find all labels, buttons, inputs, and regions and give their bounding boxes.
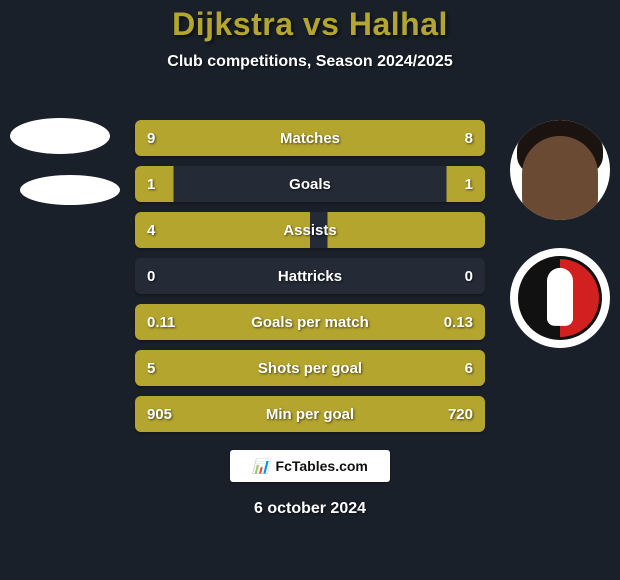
page-subtitle: Club competitions, Season 2024/2025 — [0, 53, 620, 71]
branding-text: FcTables.com — [276, 458, 368, 474]
stat-label: Hattricks — [135, 268, 485, 285]
stat-left-value: 0.11 — [147, 314, 175, 331]
stat-row: 5Shots per goal6 — [135, 350, 485, 386]
stat-row: 0.11Goals per match0.13 — [135, 304, 485, 340]
stat-right-value: 1 — [465, 176, 473, 193]
stat-label: Goals — [135, 176, 485, 193]
player-right-club-badge — [510, 248, 610, 348]
stat-label: Assists — [135, 222, 485, 239]
club-badge-icon — [518, 256, 602, 340]
page-title: Dijkstra vs Halhal — [0, 0, 620, 43]
player-left-avatar-placeholder-2 — [20, 175, 120, 205]
stat-row: 4Assists — [135, 212, 485, 248]
stat-label: Goals per match — [135, 314, 485, 331]
stat-label: Matches — [135, 130, 485, 147]
branding-chart-icon: 📊 — [252, 458, 269, 475]
stat-left-value: 5 — [147, 360, 155, 377]
stat-left-value: 4 — [147, 222, 155, 239]
date-text: 6 october 2024 — [0, 500, 620, 518]
stat-left-value: 0 — [147, 268, 155, 285]
stat-right-value: 720 — [448, 406, 473, 423]
stat-left-value: 1 — [147, 176, 155, 193]
stat-row: 0Hattricks0 — [135, 258, 485, 294]
stat-label: Shots per goal — [135, 360, 485, 377]
player-left-avatar-placeholder-1 — [10, 118, 110, 154]
branding-badge: 📊 FcTables.com — [230, 450, 390, 482]
stat-row: 905Min per goal720 — [135, 396, 485, 432]
stat-left-value: 9 — [147, 130, 155, 147]
stat-right-value: 6 — [465, 360, 473, 377]
stat-right-value: 8 — [465, 130, 473, 147]
stat-right-value: 0 — [465, 268, 473, 285]
comparison-infographic: Dijkstra vs Halhal Club competitions, Se… — [0, 0, 620, 580]
stat-left-value: 905 — [147, 406, 172, 423]
player-right-avatar — [510, 120, 610, 220]
stat-right-value: 0.13 — [444, 314, 473, 331]
stat-row: 9Matches8 — [135, 120, 485, 156]
stat-label: Min per goal — [135, 406, 485, 423]
avatar-face — [522, 136, 598, 220]
badge-silhouette — [547, 268, 573, 326]
stat-row: 1Goals1 — [135, 166, 485, 202]
stats-table: 9Matches81Goals14Assists0Hattricks00.11G… — [135, 120, 485, 442]
